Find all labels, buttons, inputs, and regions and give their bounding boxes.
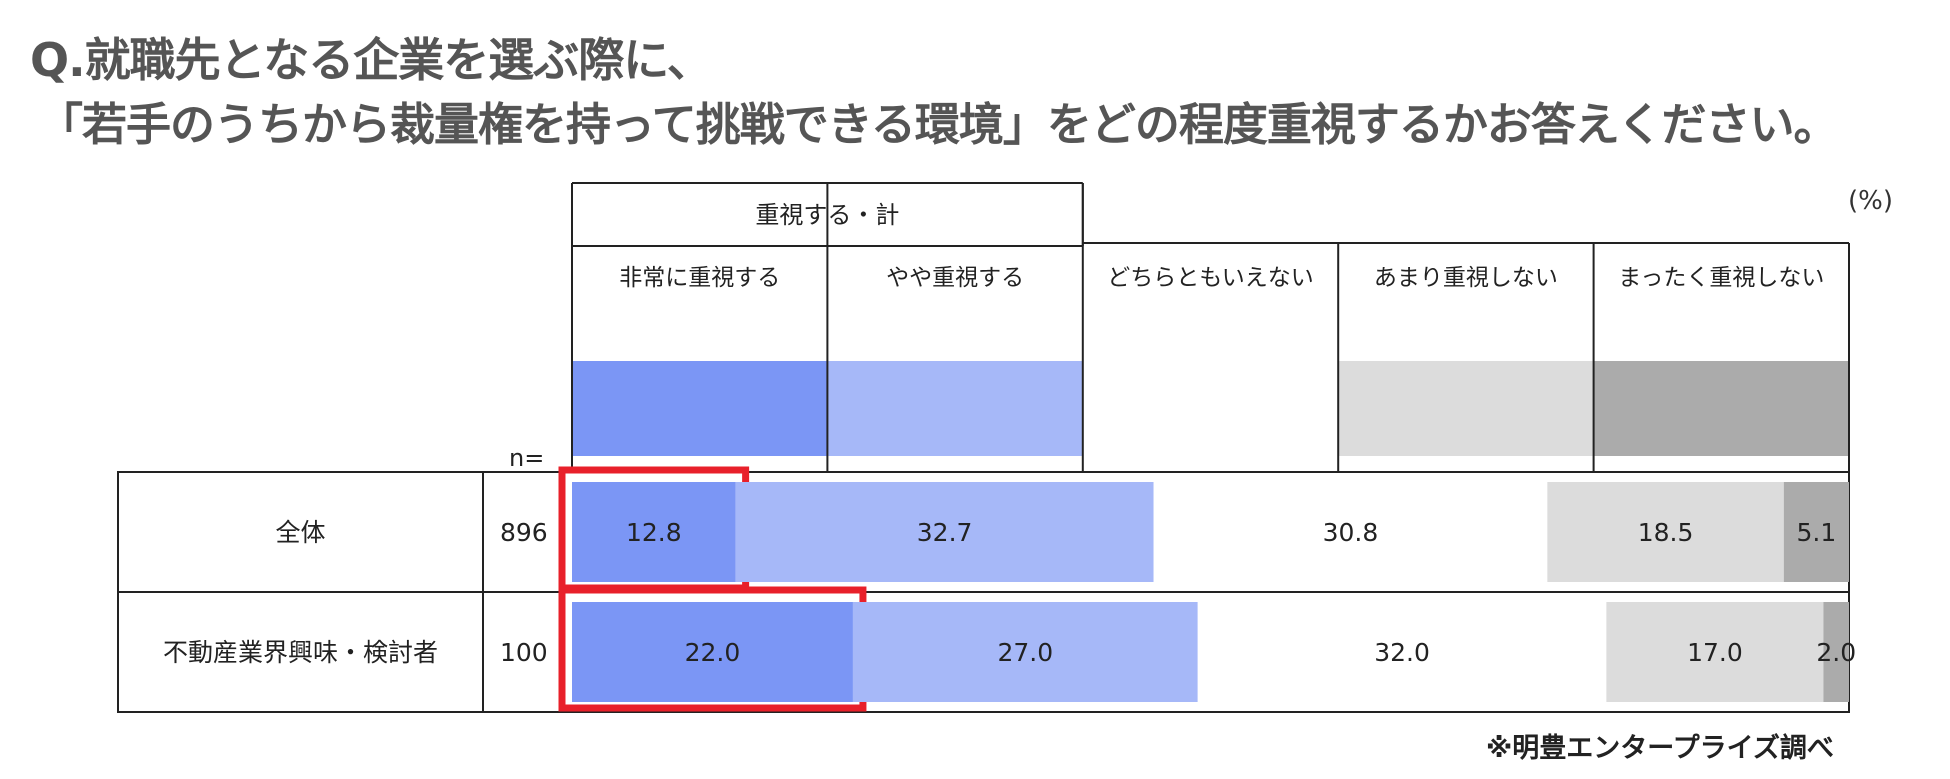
n-label: n=: [509, 444, 544, 472]
bar-segment: [852, 602, 1198, 702]
bar-value-label: 17.0: [1687, 638, 1743, 667]
bar-segment: [572, 482, 736, 582]
bar-segment: [1606, 602, 1824, 702]
legend-swatch: [572, 361, 828, 456]
legend-swatch: [827, 361, 1083, 456]
bar-value-label: 32.7: [917, 518, 973, 547]
column-header-label: まったく重視しない: [1618, 265, 1824, 291]
column-header-label: やや重視する: [886, 265, 1024, 291]
bar-segment: [1153, 482, 1548, 582]
bar-value-label: 5.1: [1797, 518, 1837, 547]
bar-segment: [1547, 482, 1784, 582]
chart-title-line1: Q.就職先となる企業を選ぶ際に、: [30, 33, 713, 87]
bar-segment: [735, 482, 1154, 582]
row-n-value: 896: [500, 518, 548, 547]
bar-segment: [1197, 602, 1607, 702]
bar-segment: [1783, 482, 1849, 582]
unit-label: (%): [1848, 186, 1893, 216]
bar-value-label: 30.8: [1323, 518, 1379, 547]
legend-swatch: [1593, 361, 1849, 456]
bar-value-label: 32.0: [1374, 638, 1430, 667]
bar-value-label: 27.0: [997, 638, 1053, 667]
column-header-label: あまり重視しない: [1374, 265, 1558, 291]
bar-segment: [572, 602, 853, 702]
legend-swatch: [1338, 361, 1594, 456]
bar-value-label: 2.0: [1816, 638, 1856, 667]
row-n-value: 100: [500, 638, 548, 667]
bar-value-label: 18.5: [1638, 518, 1694, 547]
source-note: ※明豊エンタープライズ調べ: [1486, 733, 1834, 764]
row-category-label: 全体: [275, 518, 325, 547]
column-header-label: 非常に重視する: [619, 265, 780, 291]
chart-title-line2: 「若手のうちから裁量権を持って挑戦できる環境」をどの程度重視するかお答えください…: [38, 98, 1839, 151]
row-category-label: 不動産業界興味・検討者: [163, 638, 438, 667]
column-header-label: どちらともいえない: [1107, 265, 1314, 291]
bar-value-label: 12.8: [626, 518, 682, 547]
bar-segment: [1823, 602, 1849, 702]
bar-value-label: 22.0: [685, 638, 741, 667]
